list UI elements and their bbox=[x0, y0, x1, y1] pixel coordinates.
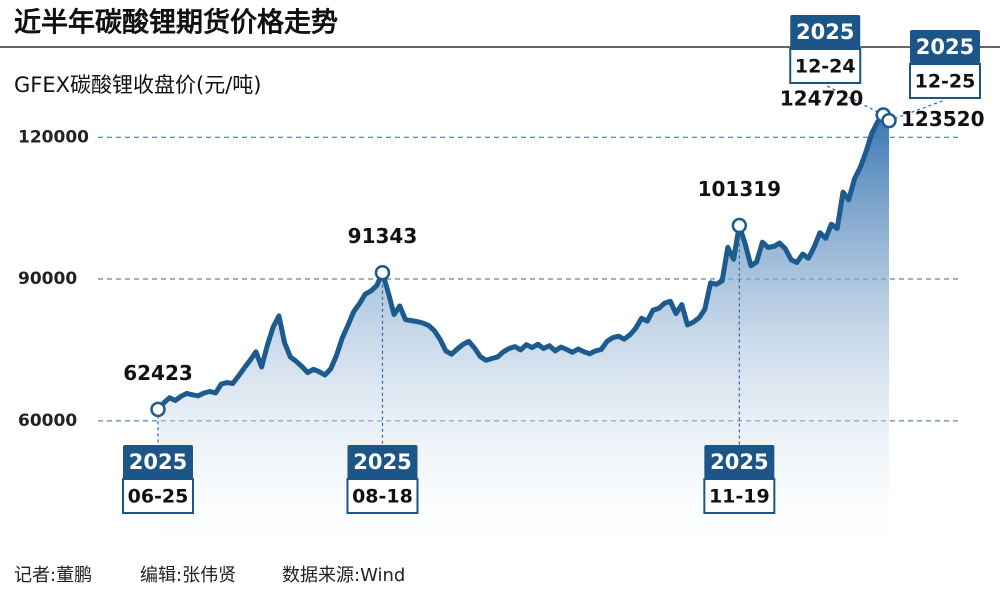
chart-title: 近半年碳酸锂期货价格走势 bbox=[14, 7, 338, 39]
badge-year: 2025 bbox=[353, 450, 411, 474]
line bbox=[156, 112, 891, 412]
badge-top bbox=[704, 445, 775, 479]
highlight-point bbox=[150, 401, 166, 418]
badge-date: 12-25 bbox=[915, 71, 976, 93]
chart-subtitle: GFEX碳酸锂收盘价(元/吨) bbox=[14, 73, 261, 97]
badge-top bbox=[790, 15, 861, 49]
badge-bottom bbox=[789, 48, 862, 84]
value-label: 91343 bbox=[348, 224, 418, 248]
leader-line bbox=[824, 84, 884, 116]
badge-year: 2025 bbox=[916, 35, 974, 59]
badge-bottom bbox=[122, 478, 194, 514]
value-label: 62423 bbox=[123, 361, 193, 385]
badge-top bbox=[123, 445, 193, 479]
y-tick-label: 90000 bbox=[18, 269, 77, 289]
badge-date: 12-24 bbox=[795, 56, 856, 78]
value-label: 101319 bbox=[698, 177, 782, 201]
leader-line bbox=[888, 99, 946, 122]
footer-editor: 编辑:张伟贤 bbox=[140, 565, 236, 586]
y-tick-label: 60000 bbox=[18, 411, 77, 431]
highlight-point bbox=[731, 217, 748, 234]
badge-year: 2025 bbox=[796, 20, 854, 44]
badge-bottom bbox=[909, 63, 981, 99]
badge-date: 11-19 bbox=[709, 486, 770, 508]
footer-source: 数据来源:Wind bbox=[282, 565, 405, 586]
badge-year: 2025 bbox=[129, 450, 187, 474]
value-label: 124720 bbox=[780, 86, 864, 110]
highlight-point bbox=[881, 112, 897, 129]
y-tick-label: 120000 bbox=[18, 127, 89, 147]
badge-year: 2025 bbox=[710, 450, 768, 474]
badge-bottom bbox=[346, 478, 419, 514]
highlight-point bbox=[374, 264, 391, 281]
footer-reporter: 记者:董鹏 bbox=[14, 565, 92, 586]
badge-top bbox=[347, 445, 418, 479]
badge-date: 06-25 bbox=[128, 486, 189, 508]
badge-top bbox=[910, 30, 980, 64]
value-label: 123520 bbox=[901, 107, 985, 131]
area bbox=[158, 115, 889, 539]
badge-date: 08-18 bbox=[352, 486, 413, 508]
badge-bottom bbox=[703, 478, 776, 514]
